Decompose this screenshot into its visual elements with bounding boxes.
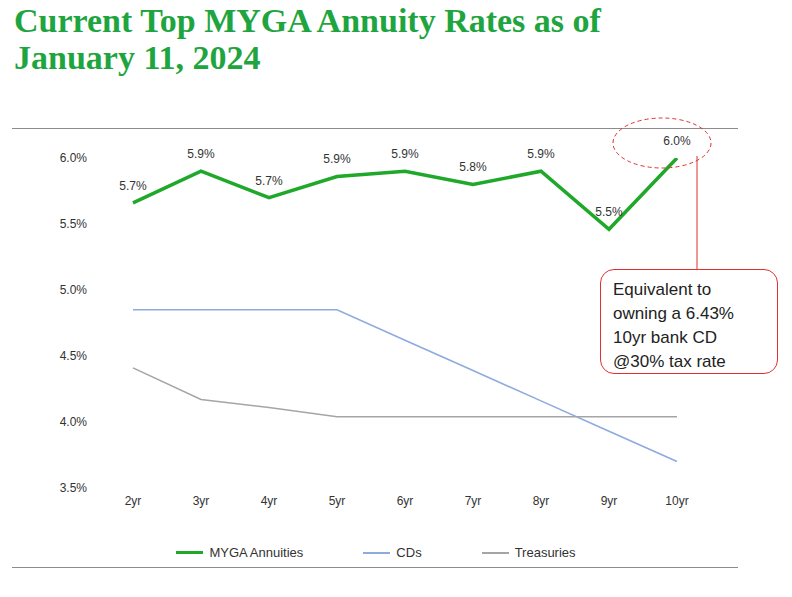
svg-text:6yr: 6yr bbox=[397, 494, 414, 508]
svg-text:8yr: 8yr bbox=[533, 494, 550, 508]
svg-text:5.8%: 5.8% bbox=[459, 160, 487, 174]
svg-text:4yr: 4yr bbox=[261, 494, 278, 508]
svg-text:5.7%: 5.7% bbox=[255, 174, 283, 188]
svg-text:6.0%: 6.0% bbox=[663, 134, 691, 148]
svg-text:4.5%: 4.5% bbox=[60, 349, 88, 363]
svg-text:5.9%: 5.9% bbox=[391, 147, 419, 161]
html-text:Treasuries: Treasuries bbox=[514, 545, 576, 560]
html-text:CDs: CDs bbox=[396, 545, 422, 560]
svg-text:2yr: 2yr bbox=[125, 494, 142, 508]
html-text:Current Top MYGA Annuity Rates: Current Top MYGA Annuity Rates as of Jan… bbox=[14, 2, 601, 76]
html-text:@30% tax rate: @30% tax rate bbox=[613, 352, 726, 371]
svg-text:5yr: 5yr bbox=[329, 494, 346, 508]
svg-text:10yr: 10yr bbox=[665, 494, 688, 508]
html-text:10yr bank CD: 10yr bank CD bbox=[613, 328, 717, 347]
svg-text:3yr: 3yr bbox=[193, 494, 210, 508]
html-text:owning a 6.43%: owning a 6.43% bbox=[613, 304, 734, 323]
svg-text:5.7%: 5.7% bbox=[119, 179, 147, 193]
svg-text:6.0%: 6.0% bbox=[60, 151, 88, 165]
svg-text:5.9%: 5.9% bbox=[187, 147, 215, 161]
svg-text:5.5%: 5.5% bbox=[60, 217, 88, 231]
html-text:MYGA Annuities: MYGA Annuities bbox=[209, 545, 304, 560]
svg-text:5.5%: 5.5% bbox=[595, 205, 623, 219]
svg-text:5.9%: 5.9% bbox=[527, 147, 555, 161]
html-text:Equivalent to: Equivalent to bbox=[613, 280, 712, 299]
svg-text:5.9%: 5.9% bbox=[323, 152, 351, 166]
svg-text:7yr: 7yr bbox=[465, 494, 482, 508]
svg-text:4.0%: 4.0% bbox=[60, 415, 88, 429]
svg-text:3.5%: 3.5% bbox=[60, 481, 88, 495]
svg-text:5.0%: 5.0% bbox=[60, 283, 88, 297]
svg-text:9yr: 9yr bbox=[601, 494, 618, 508]
